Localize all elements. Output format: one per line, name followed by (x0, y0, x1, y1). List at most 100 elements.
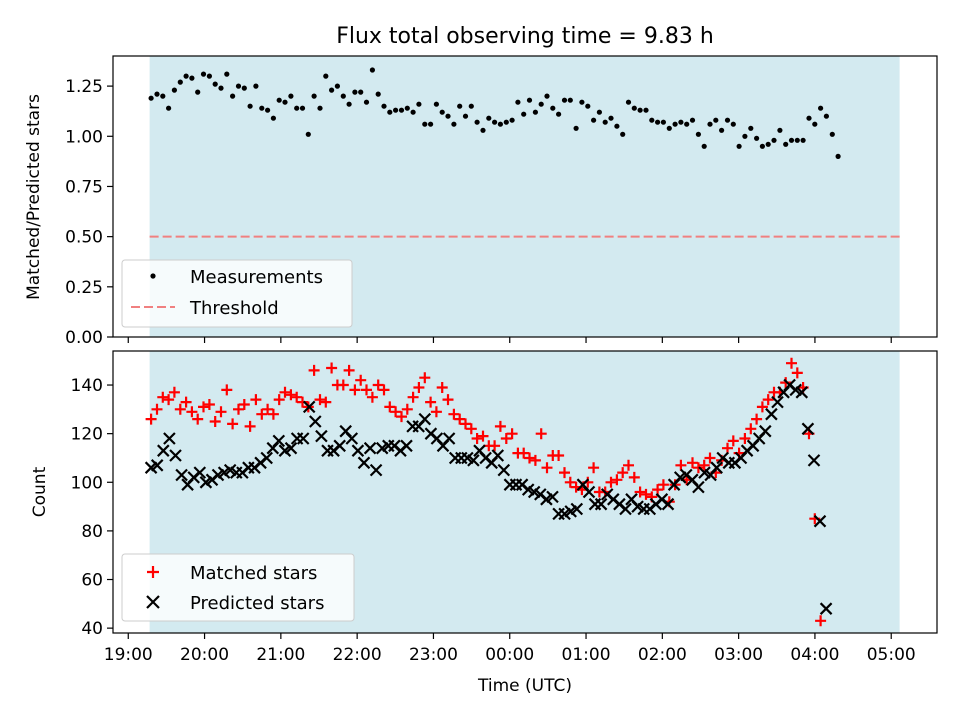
measurement-point (451, 121, 457, 127)
matched-star-point (460, 418, 471, 430)
matched-star-point (506, 428, 518, 440)
measurement-point (363, 99, 370, 105)
top-x-ticks (127, 337, 892, 343)
matched-star-point (471, 433, 483, 444)
matched-star-point (157, 391, 169, 403)
matched-star-point (588, 462, 600, 474)
matched-star-point (553, 450, 565, 461)
measurement-point (823, 113, 830, 119)
matched-star-point (233, 403, 244, 415)
predicted-star-point (795, 386, 809, 399)
bottom-y-tick-label: 100 (71, 473, 103, 493)
measurement-point (154, 91, 160, 97)
bottom-axes-frame (112, 350, 938, 634)
matched-star-point (652, 484, 664, 496)
measurement-point (625, 99, 632, 105)
matched-star-point (675, 459, 687, 471)
measurement-point (457, 103, 463, 109)
figure-title: Flux total observing time = 9.83 h (336, 24, 714, 49)
measurement-point (166, 105, 172, 111)
top-y-tick-label: 0.00 (65, 328, 103, 348)
measurement-point (323, 73, 329, 79)
matched-star-point (192, 413, 204, 425)
predicted-star-point (692, 480, 705, 494)
measurement-point (259, 105, 265, 111)
bottom-y-axis-label: Count (30, 466, 50, 517)
measurement-point (340, 93, 346, 99)
matched-star-point (657, 479, 669, 491)
bottom-x-tick-label: 21:00 (256, 645, 305, 665)
measurement-point (631, 105, 637, 111)
measurement-point (329, 87, 335, 93)
matched-star-point (355, 374, 367, 386)
measurement-point (521, 111, 527, 117)
measurement-point (759, 143, 766, 149)
matched-star-point (628, 471, 640, 483)
matched-star-point (791, 367, 803, 379)
legend-measurements-marker (150, 273, 156, 279)
measurement-point (724, 117, 731, 123)
matched-star-point (477, 430, 489, 442)
measurement-point (818, 105, 824, 111)
matched-star-point (762, 394, 774, 406)
measurement-point (742, 133, 748, 139)
predicted-star-point (302, 400, 316, 414)
bottom-y-tick-label: 60 (81, 571, 103, 591)
matched-star-point (815, 615, 827, 627)
measurement-point (666, 125, 672, 131)
measurement-point (253, 83, 259, 89)
measurement-point (398, 107, 405, 113)
predicted-star-point (771, 395, 784, 409)
measurement-point (678, 119, 684, 125)
predicted-star-point (759, 424, 772, 438)
predicted-star-point (193, 466, 207, 479)
predicted-star-point (807, 454, 821, 467)
measurement-point (730, 121, 736, 127)
measurement-point (806, 115, 812, 121)
measurement-point (171, 87, 177, 93)
predicted-star-point (363, 441, 377, 455)
predicted-star-point (442, 432, 456, 445)
matched-star-point (209, 416, 221, 427)
bottom-y-tick-label: 40 (81, 619, 103, 639)
matched-star-point (535, 428, 547, 440)
matched-star-point (198, 401, 209, 413)
matched-star-point (425, 396, 437, 408)
matched-star-point (337, 379, 349, 391)
measurement-point (486, 115, 492, 121)
bottom-x-tick-label: 01:00 (562, 645, 611, 665)
predicted-star-point (497, 463, 511, 477)
measurement-point (195, 89, 201, 95)
top-legend: Measurements Threshold (121, 259, 353, 328)
measurement-point (206, 73, 212, 79)
matched-star-point (430, 406, 442, 418)
measurement-point (602, 119, 608, 125)
measurement-point (800, 137, 806, 143)
matched-star-point (396, 411, 407, 423)
matched-star-point (401, 403, 413, 415)
measurement-point (503, 119, 509, 125)
top-axes-frame (112, 55, 938, 338)
matched-star-point (419, 372, 431, 384)
measurement-point (829, 131, 835, 137)
predicted-star-point (467, 454, 480, 467)
matched-star-point (279, 386, 291, 398)
predicted-star-point (345, 432, 359, 445)
legend-predicted-label: Predicted stars (190, 593, 324, 614)
measurement-point (305, 131, 311, 137)
matched-star-point (215, 406, 227, 418)
matched-star-point (727, 435, 739, 447)
matched-star-point (227, 418, 239, 430)
matched-star-point (372, 379, 384, 391)
matched-star-point (320, 396, 332, 408)
matched-star-point (297, 396, 308, 408)
matched-star-point (163, 394, 175, 406)
measurement-point (649, 117, 655, 123)
legend-measurements-label: Measurements (190, 267, 323, 288)
matched-star-point (786, 357, 797, 369)
matched-star-point (559, 467, 570, 479)
matched-star-point (448, 408, 460, 420)
measurement-point (579, 99, 585, 105)
bottom-x-tick-label: 23:00 (409, 645, 458, 665)
predicted-star-point (284, 441, 298, 455)
